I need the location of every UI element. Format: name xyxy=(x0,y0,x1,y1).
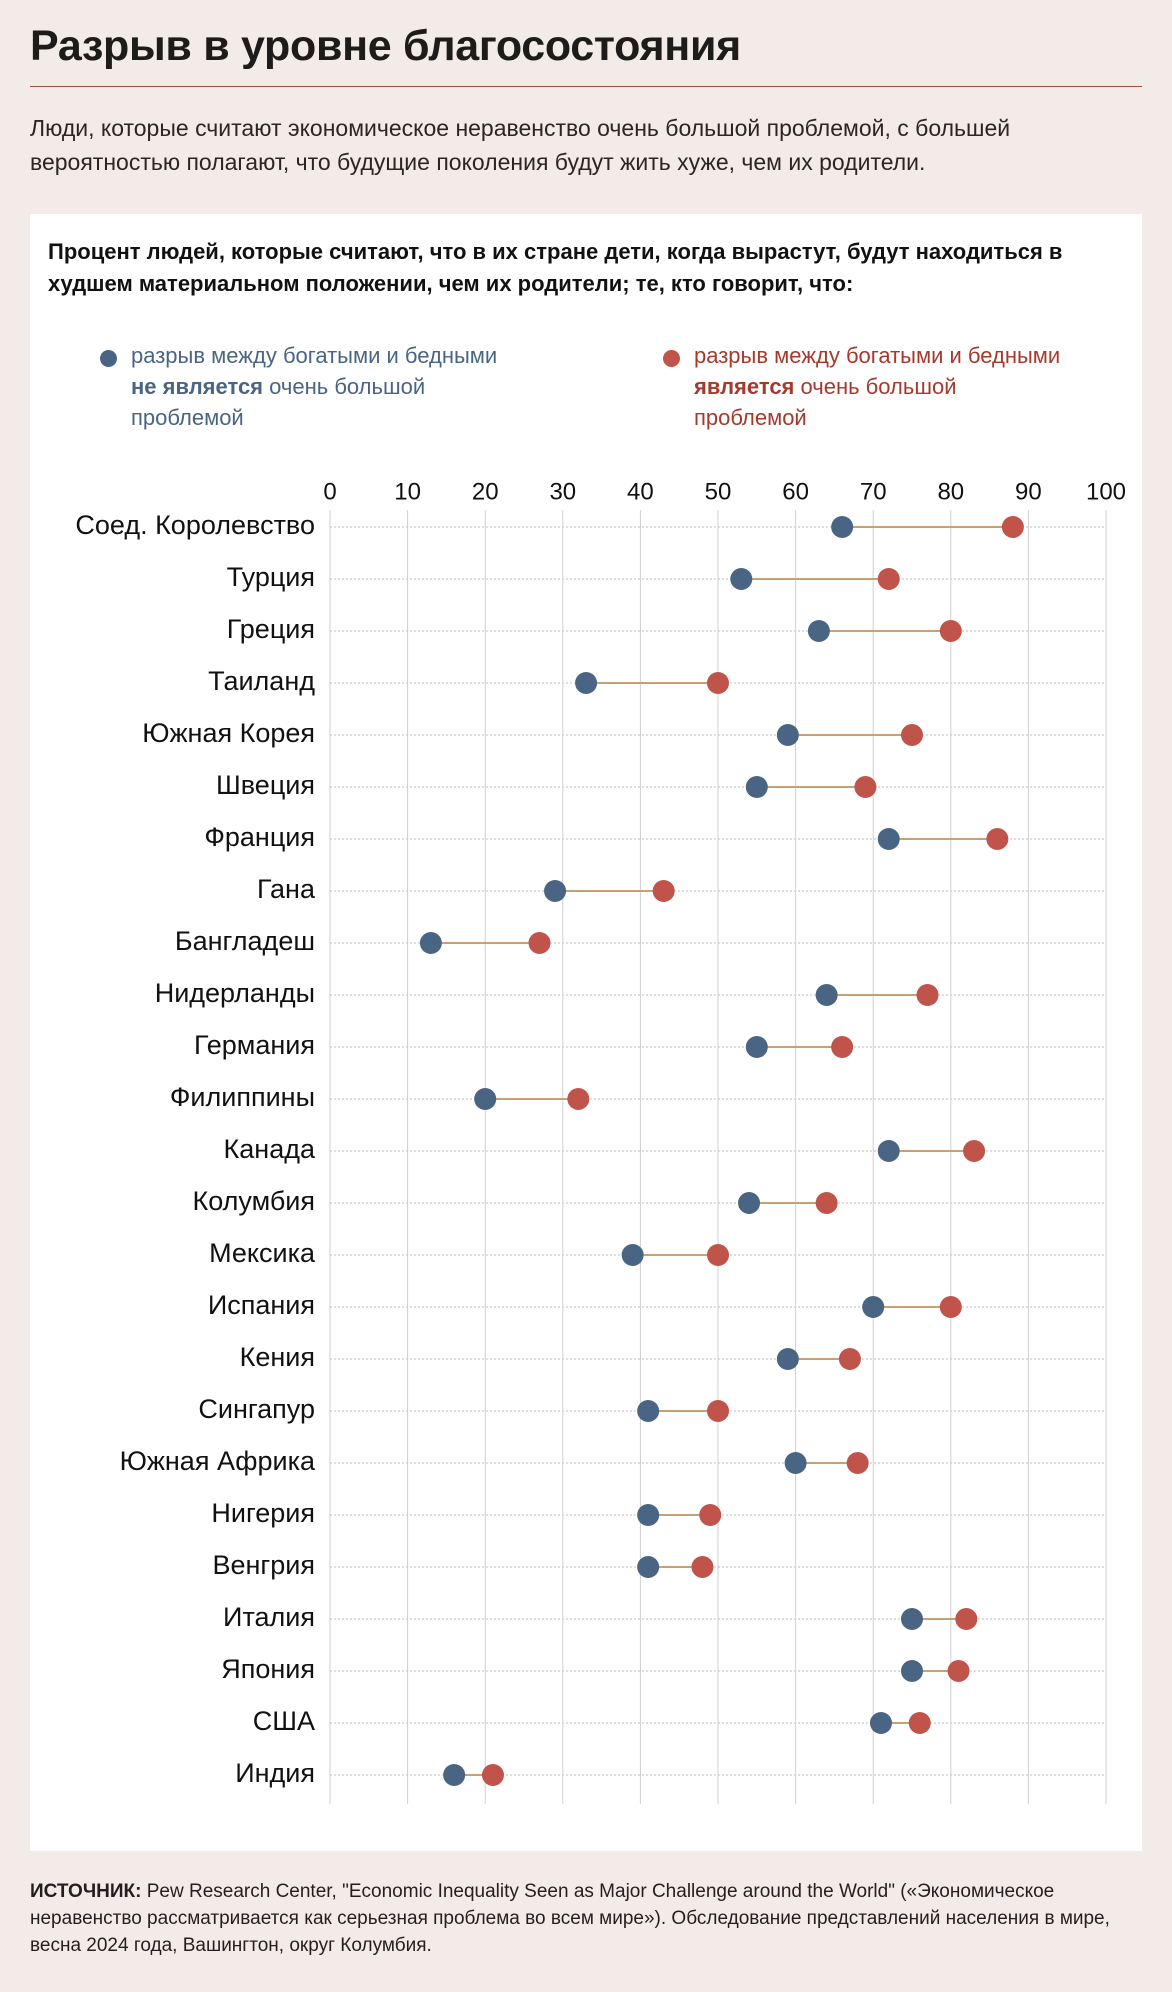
title-divider xyxy=(30,86,1142,87)
point-big-problem xyxy=(939,620,962,642)
point-big-problem xyxy=(481,1764,504,1786)
country-label: США xyxy=(253,1706,315,1736)
x-tick-label: 0 xyxy=(323,478,336,505)
point-big-problem xyxy=(939,1296,962,1318)
point-big-problem xyxy=(846,1452,869,1474)
country-label: Испания xyxy=(208,1290,315,1320)
legend-swatch-blue xyxy=(100,350,117,367)
country-label: Франция xyxy=(204,822,315,852)
page-subtitle: Люди, которые считают экономическое нера… xyxy=(30,115,1011,175)
point-not-big-problem xyxy=(544,880,567,902)
country-label: Швеция xyxy=(216,770,315,800)
country-label: Италия xyxy=(223,1602,315,1632)
x-tick-label: 30 xyxy=(549,478,576,505)
point-not-big-problem xyxy=(784,1452,807,1474)
x-tick-label: 20 xyxy=(472,478,499,505)
point-big-problem xyxy=(901,724,923,746)
x-tick-label: 90 xyxy=(1015,478,1042,505)
point-big-problem xyxy=(707,1244,729,1266)
x-tick-label: 100 xyxy=(1086,478,1126,505)
country-label: Сингапур xyxy=(198,1394,315,1424)
point-big-problem xyxy=(1001,516,1024,538)
country-label: Колумбия xyxy=(192,1186,315,1216)
point-not-big-problem xyxy=(637,1400,660,1422)
point-big-problem xyxy=(528,932,551,954)
country-label: Нидерланды xyxy=(155,978,315,1008)
point-big-problem xyxy=(707,1400,729,1422)
point-big-problem xyxy=(947,1660,970,1682)
country-label: Филиппины xyxy=(170,1082,315,1112)
point-not-big-problem xyxy=(621,1244,644,1266)
point-not-big-problem xyxy=(443,1764,466,1786)
x-tick-label: 70 xyxy=(860,478,887,505)
point-big-problem xyxy=(838,1348,861,1370)
point-not-big-problem xyxy=(776,724,799,746)
point-big-problem xyxy=(908,1712,931,1734)
x-tick-label: 40 xyxy=(627,478,654,505)
point-not-big-problem xyxy=(862,1296,885,1318)
point-not-big-problem xyxy=(901,1660,923,1682)
country-label: Южная Корея xyxy=(142,718,315,748)
point-not-big-problem xyxy=(745,1036,768,1058)
point-big-problem xyxy=(652,880,675,902)
point-big-problem xyxy=(707,672,729,694)
point-big-problem xyxy=(854,776,877,798)
point-not-big-problem xyxy=(776,1348,799,1370)
point-not-big-problem xyxy=(831,516,854,538)
country-label: Таиланд xyxy=(208,666,315,696)
country-label: Бангладеш xyxy=(175,926,315,956)
legend-label-not-big-problem: разрыв между богатыми и бедными не являе… xyxy=(131,343,498,430)
x-tick-label: 50 xyxy=(705,478,732,505)
country-label: Мексика xyxy=(209,1238,316,1268)
country-label: Южная Африка xyxy=(120,1446,316,1476)
point-not-big-problem xyxy=(877,828,900,850)
point-not-big-problem xyxy=(474,1088,497,1110)
point-big-problem xyxy=(831,1036,854,1058)
source-note: ИСТОЧНИК: Pew Research Center, "Economic… xyxy=(30,1881,1110,1956)
point-big-problem xyxy=(877,568,900,590)
country-label: Соед. Королевство xyxy=(75,510,315,540)
chart-title: Процент людей, которые считают, что в их… xyxy=(48,239,1063,296)
x-tick-label: 80 xyxy=(937,478,964,505)
country-label: Германия xyxy=(194,1030,315,1060)
point-not-big-problem xyxy=(745,776,768,798)
country-label: Турция xyxy=(227,562,315,592)
country-label: Гана xyxy=(257,874,316,904)
country-label: Греция xyxy=(227,614,315,644)
legend-label-big-problem: разрыв между богатыми и бедными является… xyxy=(694,343,1061,430)
dumbbell-chart: 0 10 20 30 40 50 60 70 80 90 100 Соед. Королевство Т… xyxy=(75,478,1126,1804)
country-label: Канада xyxy=(224,1134,316,1164)
point-not-big-problem xyxy=(637,1556,660,1578)
chart-panel: Процент людей, которые считают, что в их… xyxy=(30,214,1142,1851)
point-not-big-problem xyxy=(807,620,830,642)
page-title: Разрыв в уровне благосостояния xyxy=(30,22,741,70)
point-big-problem xyxy=(916,984,939,1006)
country-label: Нигерия xyxy=(211,1498,315,1528)
point-not-big-problem xyxy=(877,1140,900,1162)
legend-swatch-red xyxy=(663,350,680,367)
country-label: Кения xyxy=(240,1342,315,1372)
country-label: Индия xyxy=(235,1758,315,1788)
x-tick-label: 60 xyxy=(782,478,809,505)
point-big-problem xyxy=(986,828,1009,850)
point-not-big-problem xyxy=(637,1504,660,1526)
point-not-big-problem xyxy=(419,932,442,954)
point-not-big-problem xyxy=(575,672,598,694)
point-not-big-problem xyxy=(869,1712,892,1734)
point-not-big-problem xyxy=(815,984,838,1006)
country-label: Венгрия xyxy=(212,1550,315,1580)
point-big-problem xyxy=(567,1088,590,1110)
point-not-big-problem xyxy=(738,1192,761,1214)
point-big-problem xyxy=(815,1192,838,1214)
x-tick-label: 10 xyxy=(394,478,421,505)
point-big-problem xyxy=(699,1504,722,1526)
point-not-big-problem xyxy=(901,1608,923,1630)
point-big-problem xyxy=(691,1556,714,1578)
point-big-problem xyxy=(955,1608,978,1630)
point-not-big-problem xyxy=(730,568,753,590)
country-label: Япония xyxy=(221,1654,315,1684)
point-big-problem xyxy=(963,1140,986,1162)
